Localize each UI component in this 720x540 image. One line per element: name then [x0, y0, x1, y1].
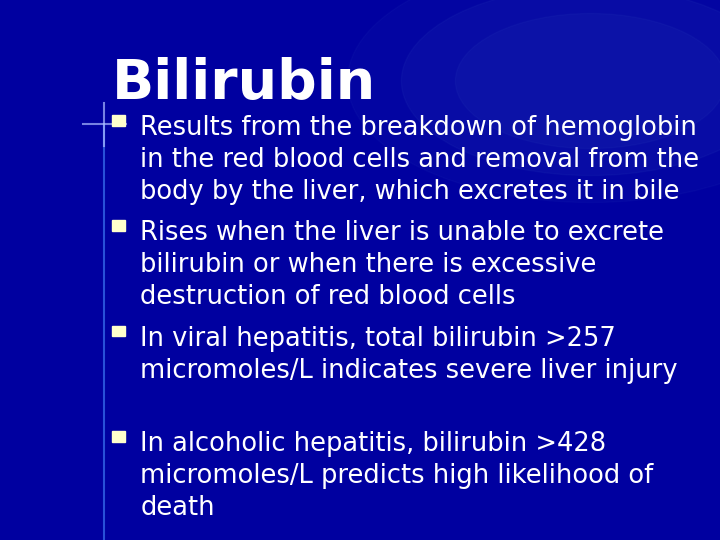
Text: In alcoholic hepatitis, bilirubin >428
micromoles/L predicts high likelihood of
: In alcoholic hepatitis, bilirubin >428 m… [140, 431, 654, 521]
FancyBboxPatch shape [112, 326, 125, 336]
FancyBboxPatch shape [112, 115, 125, 126]
FancyBboxPatch shape [112, 431, 125, 442]
Text: Rises when the liver is unable to excrete
bilirubin or when there is excessive
d: Rises when the liver is unable to excret… [140, 220, 665, 310]
Ellipse shape [402, 0, 720, 176]
Text: In viral hepatitis, total bilirubin >257
micromoles/L indicates severe liver inj: In viral hepatitis, total bilirubin >257… [140, 326, 678, 383]
Text: Results from the breakdown of hemoglobin
in the red blood cells and removal from: Results from the breakdown of hemoglobin… [140, 115, 700, 205]
FancyBboxPatch shape [112, 220, 125, 231]
Ellipse shape [455, 14, 720, 148]
Ellipse shape [347, 0, 720, 202]
Text: Bilirubin: Bilirubin [112, 57, 376, 111]
